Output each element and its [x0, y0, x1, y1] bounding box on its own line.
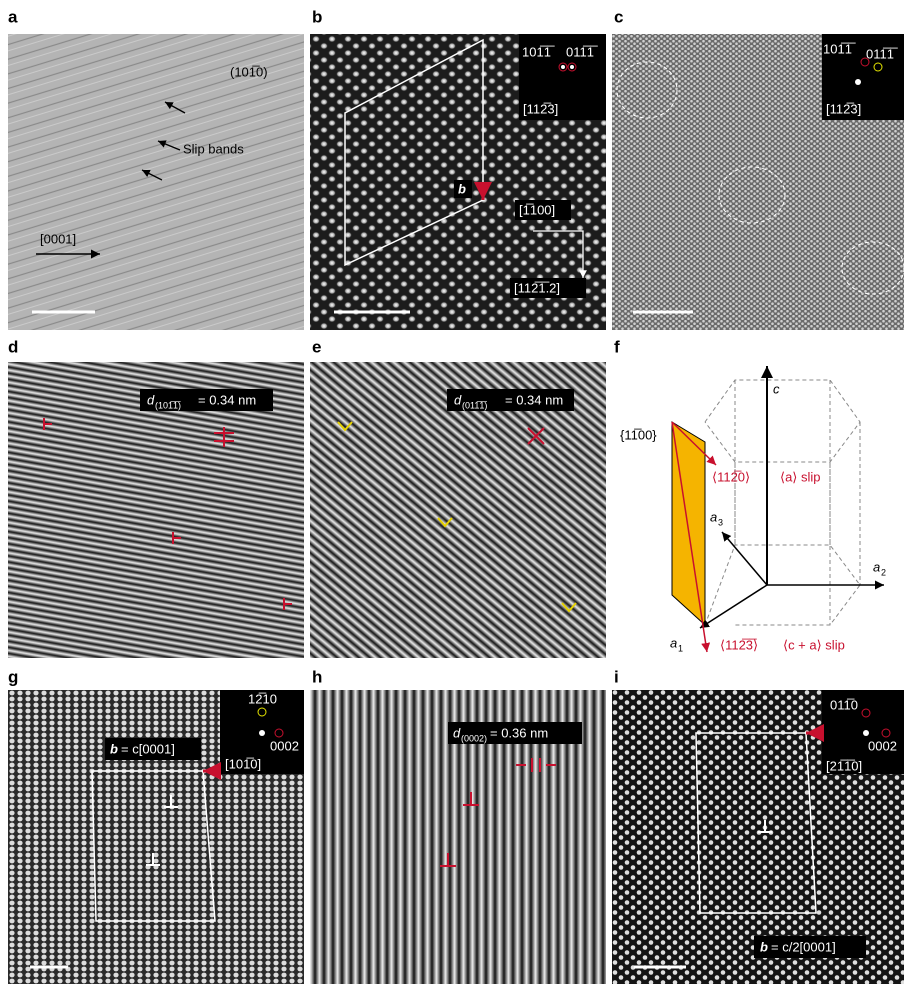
annotation: [1̅100] — [519, 202, 555, 217]
annotation: Slip bands — [183, 141, 244, 156]
axis-label: a — [873, 559, 880, 574]
panel-label: f — [614, 337, 620, 356]
annotation: [0001] — [40, 231, 76, 246]
inset-label: 011̅1̅ — [866, 46, 898, 61]
axis-label: a — [670, 635, 677, 650]
spot — [855, 79, 861, 85]
panel-label: g — [8, 667, 18, 686]
annotation: = 0.36 nm — [490, 725, 548, 740]
figure: a (101̅0) Slip bands [0001] b 101̅1̅ 011… — [0, 0, 904, 984]
annotation: = 0.34 nm — [505, 392, 563, 407]
panel-label: d — [8, 337, 18, 356]
spot — [863, 730, 869, 736]
annotation: b — [760, 939, 768, 954]
panel-label: a — [8, 7, 18, 26]
annotation: ⟨a⟩ slip — [780, 469, 821, 484]
inset-label: [112̅3] — [523, 101, 558, 116]
panel-label: i — [614, 667, 619, 686]
annotation: (0002) — [461, 733, 487, 743]
spot — [561, 65, 565, 69]
axis — [700, 585, 767, 628]
annotation: (101̅0) — [230, 64, 268, 79]
inset-label: 0002 — [270, 738, 299, 753]
inset-label: 011̅0 — [830, 697, 858, 712]
inset-label: 101̅1̅ — [823, 41, 856, 56]
inset-label: [21̅1̅0] — [826, 758, 862, 773]
annotation: d — [453, 725, 461, 740]
annotation: = 0.34 nm — [198, 392, 256, 407]
annotation: = c[0001] — [121, 741, 175, 756]
annotation: ⟨112̅3̅⟩ — [720, 637, 758, 652]
inset-label: 101̅1̅ — [522, 44, 555, 59]
annotation: (011̅1̅) — [462, 400, 487, 410]
axis-label: 1 — [678, 643, 683, 653]
annotation: b — [110, 741, 118, 756]
inset-label: [101̅0] — [225, 756, 261, 771]
inset-label: 011̅1̅ — [566, 44, 598, 59]
annotation: ⟨112̅0⟩ — [712, 469, 750, 484]
annotation: {11̅00} — [620, 427, 657, 442]
axis-label: a — [710, 509, 717, 524]
annotation: d — [454, 392, 462, 407]
spot — [259, 730, 265, 736]
inset-label: 12̅10 — [248, 691, 277, 706]
spot — [570, 65, 574, 69]
annotation: b — [458, 181, 466, 196]
panel-label: e — [312, 337, 321, 356]
axis — [722, 532, 767, 585]
panel-label: b — [312, 7, 322, 26]
axis-label: c — [773, 381, 780, 396]
prism-outline — [705, 380, 860, 625]
axis-label: 2 — [881, 567, 886, 577]
annotation: [112̅1̅.2] — [514, 280, 560, 295]
axis-label: 3 — [718, 517, 723, 527]
annotation: = c/2[0001] — [771, 939, 836, 954]
panel-label: c — [614, 7, 623, 26]
annotation: (101̅1̅) — [155, 400, 181, 410]
annotation: ⟨c + a⟩ slip — [783, 637, 845, 652]
panel-label: h — [312, 667, 322, 686]
inset-label: 0002 — [868, 738, 897, 753]
annotation: d — [147, 392, 155, 407]
inset-label: [112̅3] — [826, 101, 861, 116]
